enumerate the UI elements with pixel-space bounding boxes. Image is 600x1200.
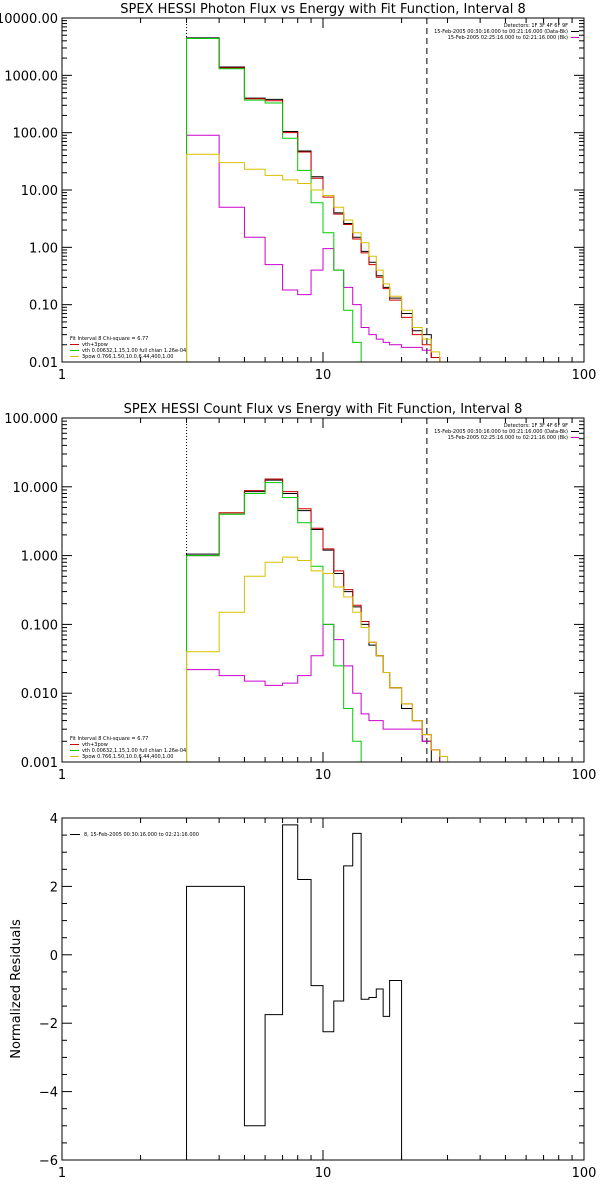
y-tick-label: 4: [50, 812, 58, 827]
x-tick-label: 1: [58, 1166, 66, 1181]
legend-entry: vth 0.00632,1.15,1.00 full chian 1.26e-0…: [82, 348, 186, 354]
x-tick-label: 100: [572, 768, 597, 783]
chart-panel-2: SPEX HESSI Count Flux vs Energy with Fit…: [4, 402, 596, 783]
series-line-1: [186, 824, 403, 1160]
series-line-4: [186, 482, 370, 762]
y-tick-label: 100.000: [4, 412, 58, 427]
y-tick-label: 0.010: [21, 687, 58, 702]
legend-entry: Detectors: 1F 3F 4F 6F 9F: [504, 23, 568, 29]
chart-title: SPEX HESSI Photon Flux vs Energy with Fi…: [120, 2, 526, 17]
chart-panel-1: SPEX HESSI Photon Flux vs Energy with Fi…: [0, 2, 596, 383]
legend-entry: 15-Feb-2005 02:25:16.000 to 02:21:16.000…: [448, 35, 568, 41]
y-tick-label: 2: [50, 880, 58, 895]
y-tick-label: 0.100: [21, 618, 58, 633]
legend-entry: 15-Feb-2005 00:30:16.000 to 00:21:16.000…: [434, 29, 568, 35]
y-tick-label: 100.00: [13, 127, 59, 142]
legend-entry: Detectors: 1F 3F 4F 6F 9F: [504, 423, 568, 429]
series-line-5: [186, 153, 449, 362]
legend-entry: 15-Feb-2005 00:30:16.000 to 00:21:16.000…: [434, 429, 568, 435]
x-tick-label: 1: [58, 368, 66, 383]
y-axis-label: Normalized Residuals: [9, 919, 24, 1059]
y-tick-label: 1.000: [21, 550, 58, 565]
plot-frame: [61, 17, 585, 363]
chart-title: SPEX HESSI Count Flux vs Energy with Fit…: [124, 402, 523, 417]
x-tick-label: 1: [58, 768, 66, 783]
y-tick-label: −4: [39, 1086, 58, 1101]
y-tick-label: 10000.00: [0, 12, 58, 27]
plot-frame: [61, 417, 585, 763]
y-tick-label: 0.10: [29, 299, 58, 314]
legend-entry: vth+3pow: [82, 342, 108, 348]
x-tick-label: 10: [315, 1166, 332, 1181]
legend-entry: vth+3pow: [82, 742, 108, 748]
y-tick-label: 1000.00: [4, 69, 58, 84]
plot-frame: [61, 817, 585, 1161]
y-tick-label: 10.000: [13, 481, 59, 496]
y-tick-label: 1.00: [29, 241, 58, 256]
y-tick-label: −2: [39, 1017, 58, 1032]
x-tick-label: 100: [572, 368, 597, 383]
y-tick-label: −6: [39, 1154, 58, 1169]
y-tick-label: 10.00: [21, 184, 58, 199]
x-tick-label: 10: [315, 368, 332, 383]
chart-panel-3: Normalized Residuals 1 10 100 −6 −4 −2 0 2 4 8, 15…: [9, 812, 596, 1181]
legend-entry: Fit Interval 8 Chi-square = 6.77: [70, 736, 148, 742]
legend-entry: 3pow 0.766,1.50,10.0,6.44,400,1.00: [82, 754, 173, 760]
y-tick-label: 0.01: [29, 356, 58, 371]
series-line-2: [186, 623, 441, 762]
y-tick-label: 0: [50, 949, 58, 964]
legend-entry: vth 0.00632,1.15,1.00 full chian 1.26e-0…: [82, 748, 186, 754]
x-tick-label: 100: [572, 1166, 597, 1181]
series-line-5: [186, 556, 449, 762]
legend-entry: 8, 15-Feb-2005 00:30:16.000 to 02:21:16.…: [84, 832, 199, 838]
x-tick-label: 10: [315, 768, 332, 783]
legend-entry: 15-Feb-2005 02:25:16.000 to 02:21:16.000…: [448, 435, 568, 441]
legend-entry: 3pow 0.766,1.50,10.0,6.44,400,1.00: [82, 354, 173, 360]
y-tick-label: 0.001: [21, 756, 58, 771]
legend-entry: Fit Interval 8 Chi-square = 6.77: [70, 336, 148, 342]
series-line-2: [186, 134, 441, 362]
